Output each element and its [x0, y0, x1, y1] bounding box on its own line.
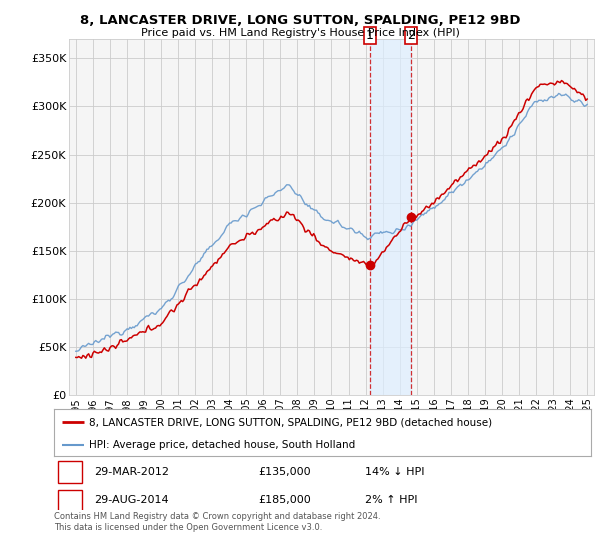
Text: Contains HM Land Registry data © Crown copyright and database right 2024.
This d: Contains HM Land Registry data © Crown c… — [54, 512, 380, 532]
Text: 1: 1 — [67, 467, 74, 477]
Text: 2% ↑ HPI: 2% ↑ HPI — [365, 496, 418, 505]
Text: 29-MAR-2012: 29-MAR-2012 — [94, 467, 169, 477]
Text: 8, LANCASTER DRIVE, LONG SUTTON, SPALDING, PE12 9BD: 8, LANCASTER DRIVE, LONG SUTTON, SPALDIN… — [80, 14, 520, 27]
Text: 1: 1 — [366, 29, 374, 42]
Text: £135,000: £135,000 — [258, 467, 311, 477]
Text: £185,000: £185,000 — [258, 496, 311, 505]
Text: HPI: Average price, detached house, South Holland: HPI: Average price, detached house, Sout… — [89, 440, 355, 450]
FancyBboxPatch shape — [58, 489, 82, 511]
Text: 8, LANCASTER DRIVE, LONG SUTTON, SPALDING, PE12 9BD (detached house): 8, LANCASTER DRIVE, LONG SUTTON, SPALDIN… — [89, 417, 492, 427]
Text: 14% ↓ HPI: 14% ↓ HPI — [365, 467, 425, 477]
FancyBboxPatch shape — [364, 27, 376, 44]
FancyBboxPatch shape — [58, 461, 82, 483]
Text: 29-AUG-2014: 29-AUG-2014 — [94, 496, 169, 505]
Text: 2: 2 — [67, 496, 74, 505]
Text: Price paid vs. HM Land Registry's House Price Index (HPI): Price paid vs. HM Land Registry's House … — [140, 28, 460, 38]
FancyBboxPatch shape — [405, 27, 417, 44]
Bar — [370, 39, 411, 395]
Text: 2: 2 — [407, 29, 415, 42]
